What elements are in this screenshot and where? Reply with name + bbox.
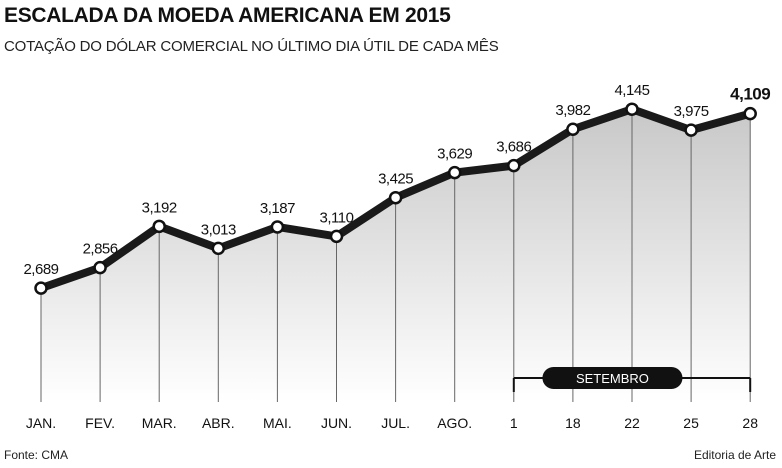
x-tick-label: 18 [565,415,581,431]
value-label: 4,145 [614,82,649,99]
value-label: 3,686 [496,139,531,156]
x-tick-label: MAI. [263,415,292,431]
data-point [93,260,107,275]
value-label: 3,425 [378,171,413,188]
data-point [625,102,639,116]
value-label: 3,975 [674,103,709,120]
x-tick-label: JUL. [381,415,410,431]
x-tick-label: 22 [624,415,640,431]
data-point [329,229,344,244]
value-label: 3,982 [555,102,590,119]
value-label: 3,187 [260,200,295,217]
value-label: 2,856 [83,241,118,258]
x-tick-label: FEV. [85,415,115,431]
x-tick-label: AGO. [437,415,472,431]
x-tick-label: JUN. [321,415,352,431]
credit-note: Editoria de Arte [693,448,776,462]
bracket-label: SETEMBRO [576,371,649,386]
x-tick-label: ABR. [202,415,235,431]
data-point [34,281,48,295]
value-label: 3,110 [320,209,354,226]
x-tick-label: 25 [683,415,699,431]
x-tick-label: MAR. [142,415,177,431]
chart-title: ESCALADA DA MOEDA AMERICANA EM 2015 [4,4,451,27]
x-tick-label: 1 [510,415,518,431]
x-tick-label: JAN. [26,415,56,431]
data-point [447,165,462,180]
source-note: Fonte: CMA [4,448,69,462]
value-label: 2,689 [23,261,58,278]
data-point [388,190,403,205]
value-label: 4,109 [730,85,770,104]
value-label: 3,192 [142,199,177,216]
data-point [566,122,580,136]
data-point [270,220,285,234]
data-point [684,123,698,137]
chart-subtitle: COTAÇÃO DO DÓLAR COMERCIAL NO ÚLTIMO DIA… [4,38,499,55]
data-point [152,219,166,234]
value-label: 3,013 [201,221,236,238]
data-point [743,106,757,121]
data-point [507,158,521,173]
data-point [211,241,226,256]
bracket-pill [542,367,683,389]
value-label: 3,629 [437,146,472,163]
x-tick-label: 28 [742,415,758,431]
